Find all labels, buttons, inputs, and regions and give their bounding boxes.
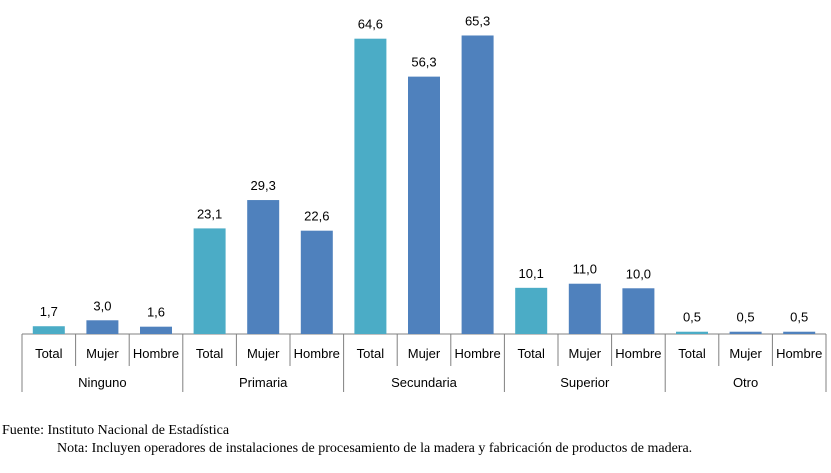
data-label: 23,1 — [197, 206, 222, 221]
tick-label: Mujer — [569, 346, 602, 361]
data-label: 56,3 — [411, 55, 436, 70]
bar — [354, 38, 387, 334]
bar — [193, 228, 226, 334]
source-note: Fuente: Instituto Nacional de Estadístic… — [2, 423, 230, 438]
bar — [461, 35, 494, 334]
data-label: 11,0 — [573, 262, 597, 277]
tick-label: Mujer — [408, 346, 441, 361]
group-label: Ninguno — [78, 375, 126, 390]
data-label: 0,5 — [683, 310, 701, 325]
bar — [247, 200, 280, 334]
group-label: Otro — [733, 375, 758, 390]
tick-label: Hombre — [133, 346, 179, 361]
tick-label: Total — [517, 346, 545, 361]
tick-label: Total — [678, 346, 706, 361]
data-label: 3,0 — [93, 298, 111, 313]
tick-label: Total — [35, 346, 63, 361]
tick-label: Mujer — [247, 346, 280, 361]
tick-label: Total — [196, 346, 224, 361]
footnote: Nota: Incluyen operadores de instalacion… — [57, 441, 693, 456]
bar — [32, 326, 65, 334]
tick-label: Hombre — [454, 346, 500, 361]
bar — [568, 283, 601, 334]
data-label: 65,3 — [465, 13, 490, 28]
tick-label: Hombre — [615, 346, 661, 361]
bar-chart: 1,7 Total 3,0 Mujer 1,6 Hombre Ninguno 23,1 Tota… — [21, 13, 827, 392]
bar — [515, 287, 548, 334]
data-label: 1,6 — [147, 305, 165, 320]
data-label: 29,3 — [251, 178, 276, 193]
data-label: 10,0 — [626, 266, 651, 281]
group-label: Secundaria — [391, 375, 458, 390]
bar — [783, 331, 816, 334]
data-label: 0,5 — [737, 310, 755, 325]
data-label: 1,7 — [40, 304, 58, 319]
data-label: 22,6 — [304, 209, 329, 224]
group-label: Superior — [560, 375, 610, 390]
bar — [676, 331, 708, 334]
bar — [622, 288, 655, 334]
data-label: 0,5 — [790, 310, 808, 325]
tick-label: Mujer — [729, 346, 762, 361]
group-label: Primaria — [239, 375, 288, 390]
bar — [408, 76, 440, 334]
tick-label: Total — [357, 346, 385, 361]
bar — [300, 230, 333, 334]
tick-label: Hombre — [776, 346, 822, 361]
bar — [86, 320, 119, 334]
bar — [140, 326, 172, 334]
bar — [729, 331, 762, 334]
tick-label: Hombre — [294, 346, 340, 361]
tick-label: Mujer — [86, 346, 119, 361]
data-label: 10,1 — [519, 266, 544, 281]
data-label: 64,6 — [358, 17, 383, 32]
